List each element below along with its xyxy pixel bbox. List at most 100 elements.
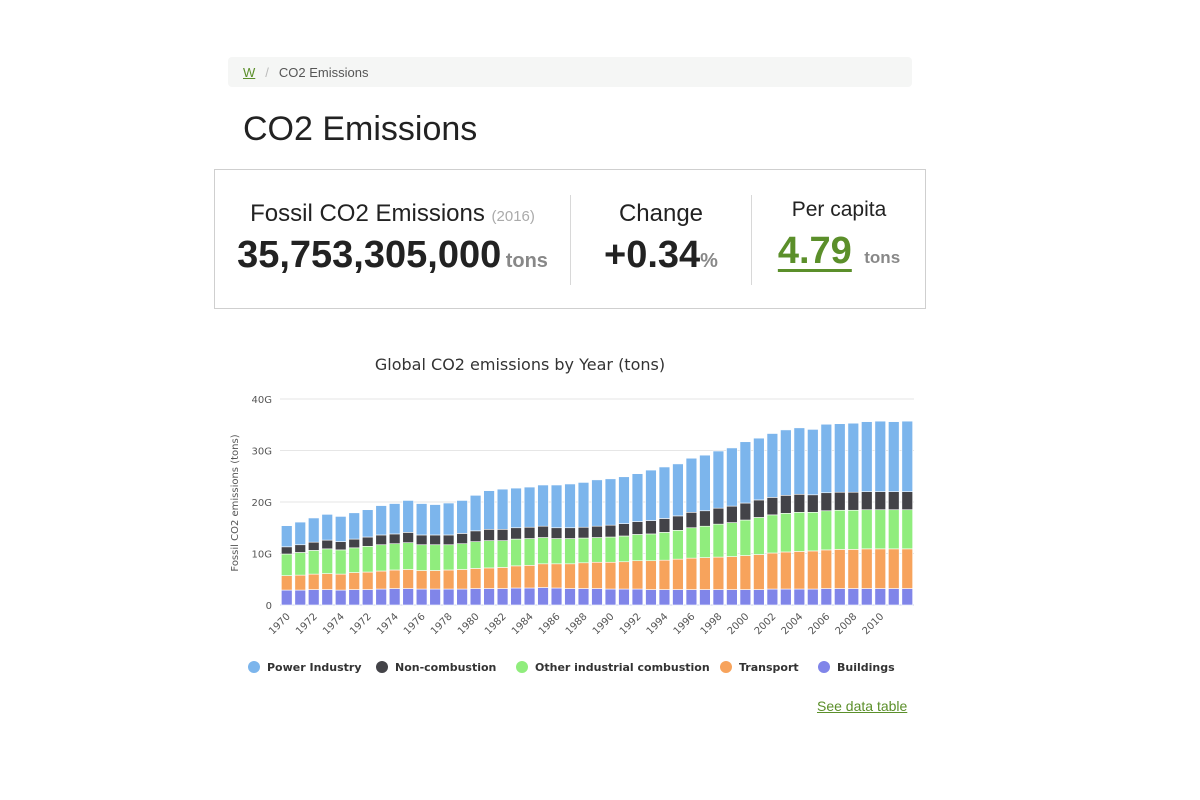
chart-bar-segment[interactable]: [807, 494, 819, 513]
chart-bar-segment[interactable]: [456, 500, 468, 534]
chart-bar-segment[interactable]: [496, 529, 509, 541]
chart-bar-segment[interactable]: [591, 537, 603, 563]
chart-bar-segment[interactable]: [793, 512, 806, 552]
chart-bar-segment[interactable]: [685, 589, 698, 606]
chart-bar-segment[interactable]: [766, 433, 779, 498]
chart-bar-segment[interactable]: [361, 571, 374, 590]
chart-bar-segment[interactable]: [469, 530, 482, 542]
chart-bar-segment[interactable]: [861, 491, 873, 511]
chart-bar-segment[interactable]: [469, 495, 482, 532]
chart-bar-segment[interactable]: [861, 421, 873, 493]
chart-bar-segment[interactable]: [510, 487, 522, 529]
chart-bar-segment[interactable]: [888, 421, 900, 493]
chart-bar-segment[interactable]: [847, 509, 859, 550]
chart-bar-segment[interactable]: [820, 510, 833, 551]
chart-bar-segment[interactable]: [834, 491, 846, 511]
chart-bar-segment[interactable]: [631, 560, 644, 590]
chart-bar-segment[interactable]: [645, 469, 657, 521]
chart-bar-segment[interactable]: [483, 588, 495, 606]
chart-bar-segment[interactable]: [402, 588, 414, 606]
chart-bar-segment[interactable]: [847, 588, 859, 606]
chart-bar-segment[interactable]: [335, 541, 347, 551]
chart-bar-segment[interactable]: [523, 486, 536, 528]
chart-bar-segment[interactable]: [739, 589, 752, 606]
chart-bar-segment[interactable]: [766, 552, 779, 590]
chart-bar-segment[interactable]: [308, 541, 320, 551]
chart-bar-segment[interactable]: [739, 502, 752, 521]
chart-bar-segment[interactable]: [739, 441, 752, 504]
chart-bar-segment[interactable]: [321, 573, 333, 590]
chart-bar-segment[interactable]: [685, 457, 698, 513]
chart-bar-segment[interactable]: [604, 561, 617, 590]
chart-bar-segment[interactable]: [375, 505, 387, 536]
chart-bar-segment[interactable]: [335, 573, 347, 591]
chart-bar-segment[interactable]: [308, 573, 320, 590]
chart-bar-segment[interactable]: [335, 516, 347, 542]
chart-bar-segment[interactable]: [631, 534, 644, 562]
chart-bar-segment[interactable]: [469, 568, 482, 589]
chart-bar-segment[interactable]: [348, 538, 360, 549]
chart-bar-segment[interactable]: [281, 553, 293, 576]
chart-bar-segment[interactable]: [281, 589, 293, 606]
chart-bar-segment[interactable]: [685, 557, 698, 590]
chart-legend-marker[interactable]: [516, 661, 528, 673]
chart-bar-segment[interactable]: [335, 549, 347, 575]
chart-bar-segment[interactable]: [402, 532, 414, 543]
chart-bar-segment[interactable]: [766, 588, 779, 606]
chart-bar-segment[interactable]: [415, 544, 428, 571]
chart-bar-segment[interactable]: [861, 588, 873, 606]
chart-bar-segment[interactable]: [658, 518, 671, 533]
chart-bar-segment[interactable]: [847, 549, 859, 589]
chart-bar-segment[interactable]: [577, 482, 590, 528]
chart-bar-segment[interactable]: [753, 437, 765, 501]
chart-bar-segment[interactable]: [361, 509, 374, 538]
chart-bar-segment[interactable]: [861, 509, 873, 550]
chart-bar-segment[interactable]: [510, 538, 522, 567]
chart-bar-segment[interactable]: [699, 525, 711, 558]
chart-bar-segment[interactable]: [375, 588, 387, 606]
chart-bar-segment[interactable]: [388, 533, 401, 545]
chart-bar-segment[interactable]: [564, 538, 576, 565]
chart-bar-segment[interactable]: [537, 537, 549, 565]
chart-bar-segment[interactable]: [591, 588, 603, 606]
chart-bar-segment[interactable]: [766, 514, 779, 554]
chart-bar-segment[interactable]: [388, 588, 401, 606]
chart-bar-segment[interactable]: [807, 512, 819, 552]
chart-bar-segment[interactable]: [537, 587, 549, 606]
chart-bar-segment[interactable]: [834, 549, 846, 589]
chart-bar-segment[interactable]: [591, 525, 603, 538]
chart-bar-segment[interactable]: [901, 420, 913, 492]
chart-bar-segment[interactable]: [793, 551, 806, 590]
chart-bar-segment[interactable]: [537, 525, 549, 538]
chart-bar-segment[interactable]: [375, 534, 387, 546]
chart-bar-segment[interactable]: [726, 447, 738, 507]
chart-bar-segment[interactable]: [658, 559, 671, 590]
chart-bar-segment[interactable]: [699, 557, 711, 590]
chart-bar-segment[interactable]: [523, 565, 536, 589]
chart-bar-segment[interactable]: [321, 539, 333, 550]
chart-legend-marker[interactable]: [248, 661, 260, 673]
chart-bar-segment[interactable]: [604, 536, 617, 563]
chart-bar-segment[interactable]: [901, 509, 913, 550]
chart-bar-segment[interactable]: [712, 589, 725, 606]
chart-bar-segment[interactable]: [429, 504, 441, 536]
chart-bar-segment[interactable]: [388, 543, 401, 571]
chart-bar-segment[interactable]: [294, 574, 306, 591]
chart-bar-segment[interactable]: [415, 588, 428, 606]
chart-bar-segment[interactable]: [402, 500, 414, 533]
chart-bar-segment[interactable]: [469, 588, 482, 606]
chart-bar-segment[interactable]: [834, 509, 846, 550]
see-data-table-link[interactable]: See data table: [817, 698, 908, 714]
chart-bar-segment[interactable]: [793, 588, 806, 606]
chart-bar-segment[interactable]: [550, 527, 563, 539]
chart-bar-segment[interactable]: [699, 510, 711, 527]
chart-bar-segment[interactable]: [807, 588, 819, 606]
chart-bar-segment[interactable]: [375, 544, 387, 572]
chart-bar-segment[interactable]: [564, 588, 576, 606]
chart-bar-segment[interactable]: [888, 509, 900, 550]
chart-bar-segment[interactable]: [442, 534, 455, 546]
chart-bar-segment[interactable]: [604, 588, 617, 606]
chart-bar-segment[interactable]: [348, 547, 360, 573]
chart-bar-segment[interactable]: [888, 588, 900, 606]
chart-bar-segment[interactable]: [456, 543, 468, 570]
